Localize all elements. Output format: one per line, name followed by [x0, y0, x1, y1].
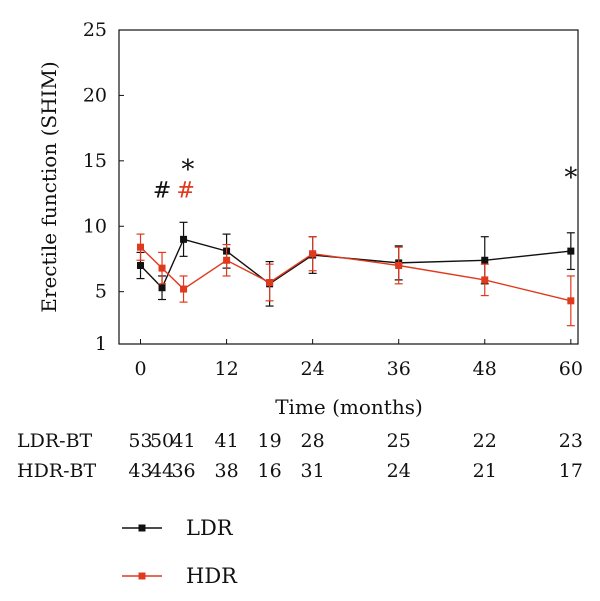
data-point	[137, 243, 145, 251]
data-point	[180, 285, 188, 293]
legend: LDR HDR	[122, 516, 238, 588]
table-cell: 36	[171, 460, 195, 482]
y-tick-label: 5	[95, 281, 107, 303]
table-cell: 23	[559, 430, 583, 452]
data-point	[309, 250, 317, 258]
series-line	[140, 238, 571, 289]
data-point	[481, 276, 489, 284]
legend-label: HDR	[186, 564, 238, 588]
table-cell: 24	[387, 460, 411, 482]
table-cell: 43	[128, 460, 152, 482]
x-tick-label: 24	[301, 358, 325, 380]
y-axis-title: Erectile function (SHIM)	[37, 61, 61, 312]
data-point	[266, 279, 274, 287]
legend-marker	[138, 524, 146, 532]
y-tick-label: 20	[83, 84, 107, 106]
data-point	[395, 262, 403, 269]
significance-hash: #	[153, 179, 171, 204]
series-line	[140, 246, 571, 302]
significance-star: *	[564, 163, 577, 193]
plot-frame	[118, 29, 579, 345]
series-hdr	[136, 233, 575, 327]
legend-label: LDR	[186, 516, 234, 540]
table-cell: 28	[301, 430, 325, 452]
x-tick-label: 0	[134, 358, 146, 380]
table-cell: 31	[301, 460, 325, 482]
x-tick-label: 48	[473, 358, 497, 380]
table-cell: 41	[214, 430, 238, 452]
y-tick-label: 1	[95, 333, 107, 355]
data-point	[158, 284, 166, 292]
table-cell: 41	[171, 430, 195, 452]
x-tick-label: 60	[559, 358, 583, 380]
data-point	[567, 297, 575, 305]
data-point	[137, 262, 145, 269]
table-cell: 16	[258, 460, 282, 482]
x-axis-title: Time (months)	[275, 395, 423, 419]
y-tick-label: 10	[83, 215, 107, 237]
axes-layer	[118, 29, 579, 345]
y-tick-label: 25	[83, 19, 107, 41]
table-cell: 25	[387, 430, 411, 452]
y-tick-label: 15	[83, 150, 107, 172]
x-tick-label: 12	[214, 358, 238, 380]
table-cell: 19	[258, 430, 282, 452]
series-ldr	[136, 221, 575, 307]
annotation-layer: # #* *	[153, 155, 578, 204]
data-point	[158, 264, 166, 272]
table-cell: 22	[473, 430, 497, 452]
table-cell: 53	[128, 430, 152, 452]
significance-star: *	[181, 155, 194, 185]
table-row-label: LDR-BT	[17, 430, 93, 452]
data-point	[180, 235, 188, 243]
data-point	[567, 247, 575, 255]
table-cell: 50	[150, 430, 174, 452]
table-cell: 17	[559, 460, 583, 482]
x-tick-label: 36	[387, 358, 411, 380]
table-cell: 44	[150, 460, 174, 482]
legend-marker	[138, 572, 146, 580]
data-point	[223, 256, 231, 264]
table-cell: 21	[473, 460, 497, 482]
significance-hash: #	[176, 179, 194, 204]
data-point	[481, 256, 489, 264]
table-row-label: HDR-BT	[17, 460, 96, 482]
series-layer	[136, 221, 575, 327]
table-cell: 38	[214, 460, 238, 482]
